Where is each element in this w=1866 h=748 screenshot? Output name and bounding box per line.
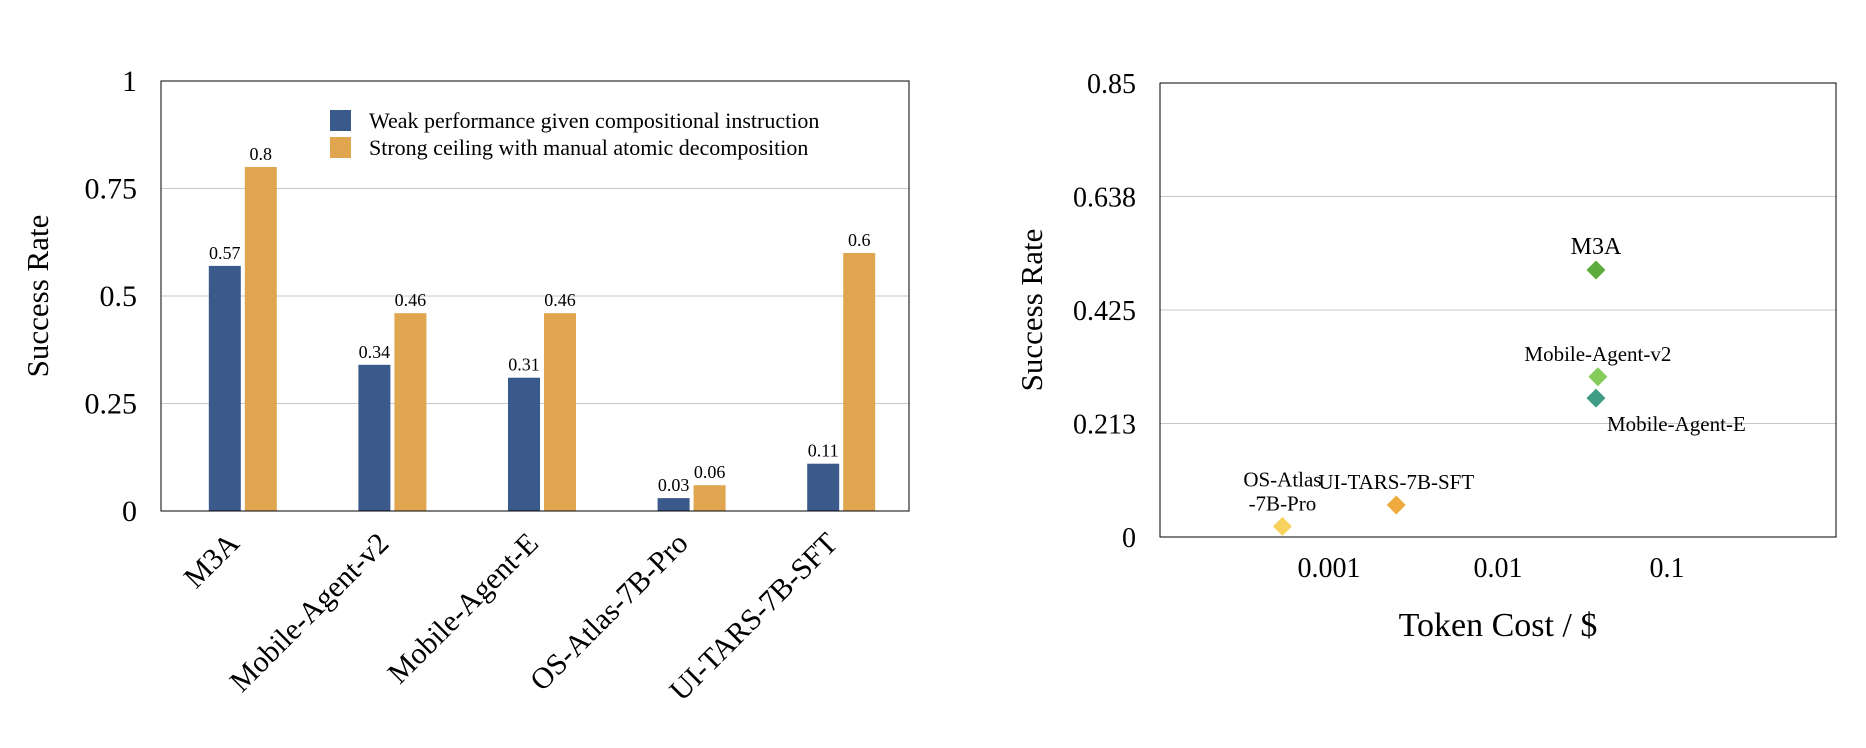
bar-y-tick-label: 1 bbox=[122, 65, 137, 98]
bar-data-label: 0.6 bbox=[848, 230, 871, 250]
legend-swatch-weak bbox=[330, 110, 351, 131]
scatter-x-tick-label: 0.01 bbox=[1474, 553, 1523, 584]
scatter-x-tick-label: 0.001 bbox=[1298, 553, 1361, 584]
scatter-point bbox=[1586, 388, 1606, 408]
scatter-point-label: M3A bbox=[1571, 234, 1622, 260]
bar-data-label: 0.46 bbox=[395, 290, 427, 310]
scatter-x-axis-label: Token Cost / $ bbox=[1399, 607, 1598, 644]
bar-strong bbox=[843, 253, 876, 511]
bar-x-tick-label: M3A bbox=[178, 526, 246, 594]
scatter-point-label: Mobile-Agent-E bbox=[1607, 412, 1746, 436]
bar-chart: 0.57 0.34 0.31 0.03 0.11 0.8 0.46 0.46 0.06 0.6 0… bbox=[20, 65, 910, 707]
scatter-point bbox=[1386, 495, 1406, 515]
bar-data-label: 0.03 bbox=[658, 475, 690, 495]
scatter-y-tick-label: 0.85 bbox=[1087, 69, 1136, 100]
bar-x-tick-labels: M3AMobile-Agent-v2Mobile-Agent-EOS-Atlas… bbox=[178, 526, 845, 707]
bar-data-label: 0.46 bbox=[544, 290, 576, 310]
bar-data-label: 0.31 bbox=[508, 355, 540, 375]
bar-x-tick-label: Mobile-Agent-v2 bbox=[224, 527, 396, 699]
legend-label-weak: Weak performance given compositional ins… bbox=[369, 108, 819, 133]
scatter-points bbox=[1272, 260, 1608, 536]
bar-weak bbox=[657, 498, 690, 511]
bar-weak bbox=[807, 463, 840, 511]
scatter-plot-frame bbox=[1159, 82, 1837, 538]
scatter-y-tick-label: 0.213 bbox=[1073, 410, 1136, 441]
bar-strong bbox=[544, 313, 576, 511]
bar-data-label: 0.8 bbox=[250, 144, 273, 164]
scatter-point-label: Mobile-Agent-v2 bbox=[1524, 342, 1671, 366]
bar-data-label: 0.34 bbox=[359, 342, 391, 362]
bar-data-label: 0.06 bbox=[694, 462, 726, 482]
bar-y-axis-label: Success Rate bbox=[20, 215, 55, 378]
bar-data-label: 0.57 bbox=[209, 243, 241, 263]
bar-y-tick-label: 0.5 bbox=[100, 280, 138, 313]
bar-weak bbox=[208, 265, 241, 511]
scatter-point bbox=[1588, 367, 1608, 387]
scatter-x-tick-label: 0.1 bbox=[1650, 553, 1685, 584]
bar-legend: Weak performance given compositional ins… bbox=[330, 108, 819, 160]
bar-strong bbox=[244, 167, 277, 511]
scatter-gridlines bbox=[1160, 196, 1836, 424]
bar-weak bbox=[508, 377, 540, 511]
scatter-y-tick-label: 0.425 bbox=[1073, 296, 1136, 327]
bar-y-tick-labels: 0 0.25 0.5 0.75 1 bbox=[85, 65, 138, 528]
scatter-point-label: UI-TARS-7B-SFT bbox=[1318, 470, 1474, 494]
bar-data-label: 0.11 bbox=[808, 441, 839, 461]
bar-x-tick-label: Mobile-Agent-E bbox=[381, 527, 545, 691]
scatter-chart: 0 0.213 0.425 0.638 0.85 0.001 0.01 0.1 M3A Mob… bbox=[1014, 69, 1837, 644]
scatter-point bbox=[1586, 260, 1606, 280]
bar-y-tick-label: 0.75 bbox=[85, 173, 138, 206]
scatter-y-tick-label: 0.638 bbox=[1073, 183, 1136, 214]
legend-swatch-strong bbox=[330, 137, 351, 158]
bar-weak bbox=[358, 364, 391, 511]
scatter-point bbox=[1272, 516, 1292, 536]
legend-label-strong: Strong ceiling with manual atomic decomp… bbox=[369, 135, 808, 160]
bar-strong bbox=[394, 313, 427, 511]
scatter-y-axis-label: Success Rate bbox=[1014, 229, 1049, 392]
scatter-point-label: OS-Atlas -7B-Pro bbox=[1243, 467, 1321, 515]
bar-strong bbox=[693, 485, 726, 511]
bar-x-tick-label: OS-Atlas-7B-Pro bbox=[524, 527, 695, 698]
bar-plot-frame bbox=[160, 80, 910, 512]
bar-y-tick-label: 0.25 bbox=[85, 388, 138, 421]
scatter-point-labels: M3A Mobile-Agent-v2 Mobile-Agent-E OS-Atlas… bbox=[1243, 234, 1745, 515]
scatter-x-tick-labels: 0.001 0.01 0.1 bbox=[1298, 553, 1685, 584]
bar-marks: 0.57 0.34 0.31 0.03 0.11 0.8 0.46 0.46 0.06 0.6 bbox=[208, 144, 876, 511]
bar-y-tick-label: 0 bbox=[122, 495, 137, 528]
scatter-y-tick-labels: 0 0.213 0.425 0.638 0.85 bbox=[1073, 69, 1136, 554]
scatter-y-tick-label: 0 bbox=[1122, 523, 1136, 554]
